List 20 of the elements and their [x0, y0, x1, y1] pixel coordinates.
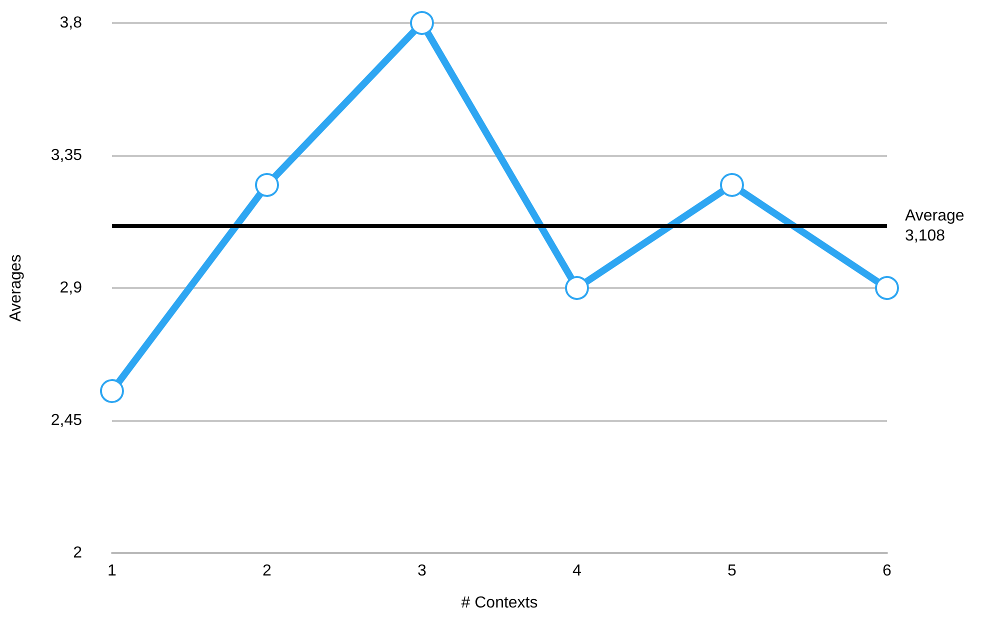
- y-tick-label: 3,35: [50, 147, 82, 164]
- x-tick-label: 6: [882, 562, 892, 580]
- ref-line-label: Average 3,108: [905, 208, 964, 245]
- x-tick-label: 3: [418, 562, 427, 580]
- point: [255, 172, 279, 197]
- point: [720, 172, 744, 197]
- y-tick-label: 3,8: [60, 14, 82, 32]
- point: [565, 276, 589, 300]
- y-tick-label: 2: [73, 544, 82, 562]
- x-axis-title: # Contexts: [461, 594, 538, 612]
- point: [100, 379, 124, 404]
- point: [875, 276, 899, 300]
- x-tick-label: 4: [572, 562, 582, 580]
- y-tick-label: 2,9: [60, 280, 82, 296]
- x-tick-label: 1: [108, 562, 117, 580]
- y-axis-title: Averages: [8, 254, 24, 322]
- point: [410, 11, 434, 35]
- x-tick-label: 5: [728, 562, 737, 580]
- x-tick-label: 2: [262, 562, 272, 580]
- y-tick-label: 2,45: [50, 412, 82, 429]
